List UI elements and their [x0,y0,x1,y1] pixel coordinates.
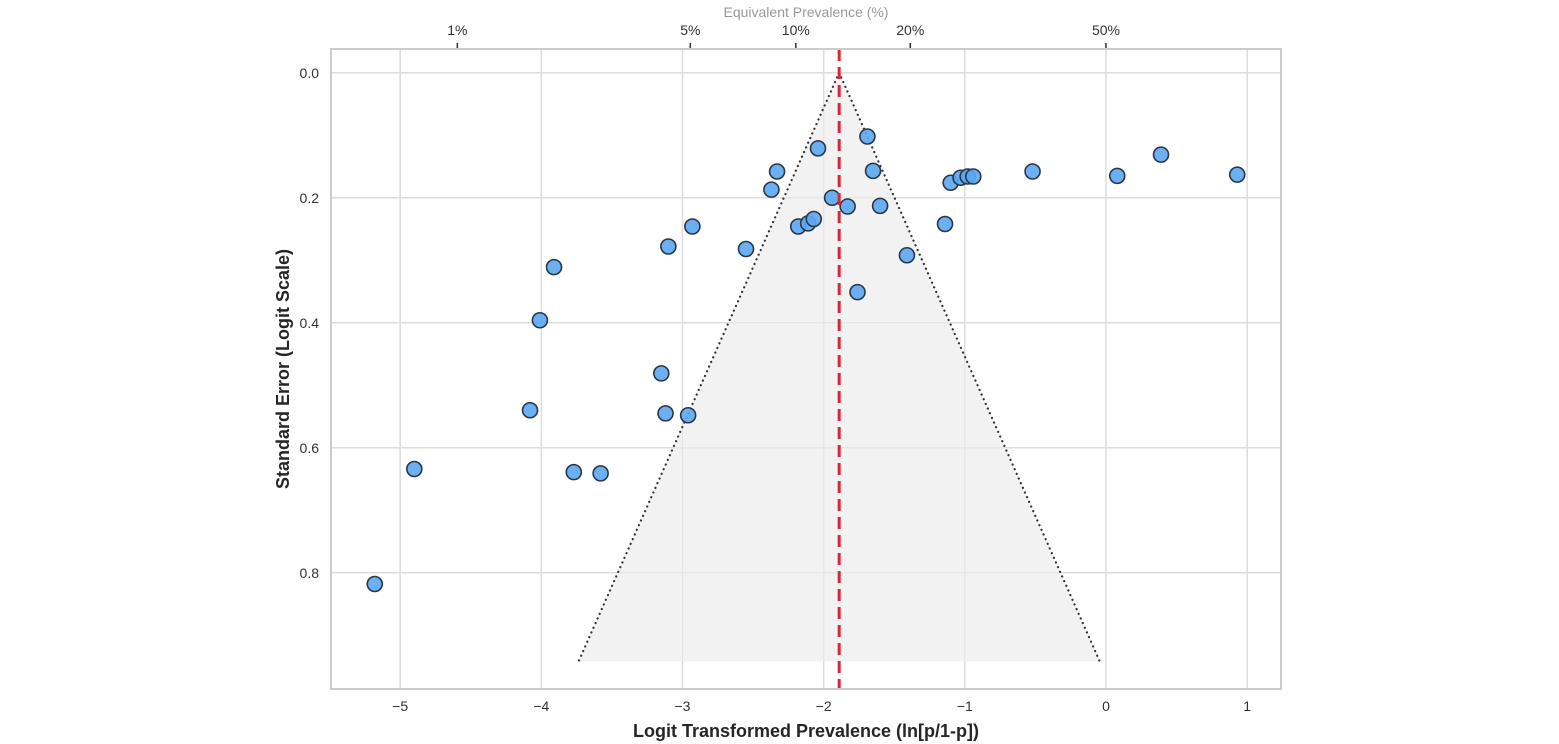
top-tick-label: 20% [896,22,924,38]
data-point [1152,146,1170,163]
x-tick-label: −4 [533,698,549,714]
data-point [859,128,876,145]
x-tick-label: 1 [1243,698,1251,714]
data-point [366,575,384,593]
data-point [1108,167,1126,185]
y-tick-label: 0.2 [300,190,320,206]
data-point [805,210,823,228]
data-point [684,218,701,235]
data-point [657,405,674,422]
y-tick-label: 0.6 [300,440,320,456]
data-point [405,460,423,478]
data-point [737,240,755,258]
top-axis-title: Equivalent Prevalence (%) [724,4,889,20]
data-point [763,181,780,198]
funnel-right-boundary [838,71,1101,663]
y-tick-label: 0.0 [300,65,320,81]
top-tick-label: 1% [447,22,467,38]
top-tick-label: 50% [1092,22,1120,38]
x-tick-label: −2 [816,698,832,714]
data-point [679,406,697,424]
plot-frame [330,48,1282,690]
y-axis-title: Standard Error (Logit Scale) [273,249,293,489]
data-point [653,365,670,382]
plot-area: −5 −4 −3 −2 −1 0 1 0.0 0.2 0.4 0.6 0.8 1% 5% 10% 20% 50% [300,22,1282,714]
data-point [768,163,786,180]
data-point [809,140,827,157]
data-point [839,198,856,215]
top-tick-label: 5% [680,22,700,38]
data-point [936,215,954,233]
data-point [1024,163,1041,180]
x-axis-title: Logit Transformed Prevalence (ln[p/1-p]) [633,721,979,741]
x-tick-label: 0 [1102,698,1110,714]
y-tick-label: 0.8 [300,565,320,581]
data-point [823,189,841,207]
data-point [898,246,916,264]
top-tick-label: 10% [782,22,810,38]
funnel-left-boundary [577,71,841,663]
x-tick-label: −3 [675,698,691,714]
x-tick-label: −1 [957,698,973,714]
data-point [592,465,609,482]
x-tick-label: −5 [392,698,408,714]
data-point [565,463,583,481]
data-point [864,162,882,180]
funnel-region [578,72,1100,662]
data-point [1228,166,1246,183]
data-point [531,311,549,329]
data-point [849,283,866,301]
data-point [871,197,889,215]
data-point [545,258,563,276]
y-tick-label: 0.4 [300,315,320,331]
data-point [964,168,982,185]
data-point [660,238,677,255]
data-point [521,401,539,419]
